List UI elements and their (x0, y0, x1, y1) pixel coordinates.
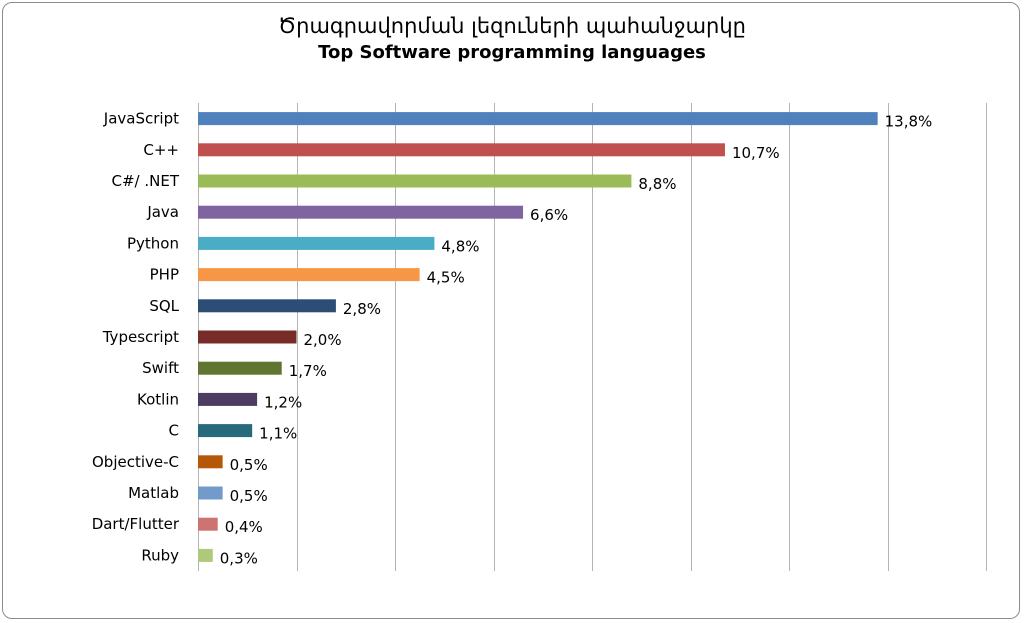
bar-php (198, 268, 420, 282)
bar-python (198, 236, 435, 250)
data-label: 13,8% (885, 113, 933, 131)
bar-matlab (198, 486, 223, 500)
data-label: 4,5% (427, 269, 465, 287)
bar-swift (198, 361, 282, 375)
category-label: Kotlin (137, 390, 179, 408)
data-label: 2,0% (304, 331, 342, 349)
bar-c (198, 143, 725, 157)
category-label: Python (127, 234, 179, 252)
bar-java (198, 205, 524, 219)
data-label: 8,8% (638, 175, 676, 193)
bar-sql (198, 299, 336, 313)
data-label: 0,5% (230, 487, 268, 505)
data-label: 0,4% (225, 518, 263, 536)
category-label: PHP (150, 266, 179, 284)
category-label: C (169, 422, 179, 440)
category-label: SQL (149, 297, 179, 315)
bar-kotlin (198, 392, 258, 406)
data-label: 0,3% (220, 549, 258, 567)
data-label: 1,1% (259, 425, 297, 443)
category-label: Typescript (102, 328, 179, 346)
category-label: Objective-C (92, 453, 179, 471)
bar-javascript (198, 112, 878, 126)
bar-typescript (198, 330, 297, 344)
bar-c-net (198, 174, 632, 188)
data-label: 0,5% (230, 456, 268, 474)
category-label: Dart/Flutter (92, 515, 180, 533)
data-label: 6,6% (530, 206, 568, 224)
category-label: Matlab (128, 484, 179, 502)
data-label: 1,2% (264, 393, 302, 411)
data-label: 1,7% (289, 362, 327, 380)
data-label: 10,7% (732, 144, 780, 162)
category-label: C#/ .NET (112, 172, 180, 190)
bar-c (198, 424, 253, 438)
chart-title: Ծրագրավորման լեզուների պահանջարկը (278, 14, 746, 38)
data-label: 4,8% (441, 237, 479, 255)
category-label: Java (146, 203, 179, 221)
category-label: Swift (142, 359, 179, 377)
bar-dart-flutter (198, 517, 218, 531)
data-label: 2,8% (343, 300, 381, 318)
bar-ruby (198, 548, 213, 562)
category-label: JavaScript (103, 110, 179, 128)
category-label: Ruby (141, 546, 179, 564)
bar-objective-c (198, 455, 223, 469)
category-label: C++ (143, 141, 179, 159)
chart-subtitle: Top Software programming languages (318, 42, 706, 63)
